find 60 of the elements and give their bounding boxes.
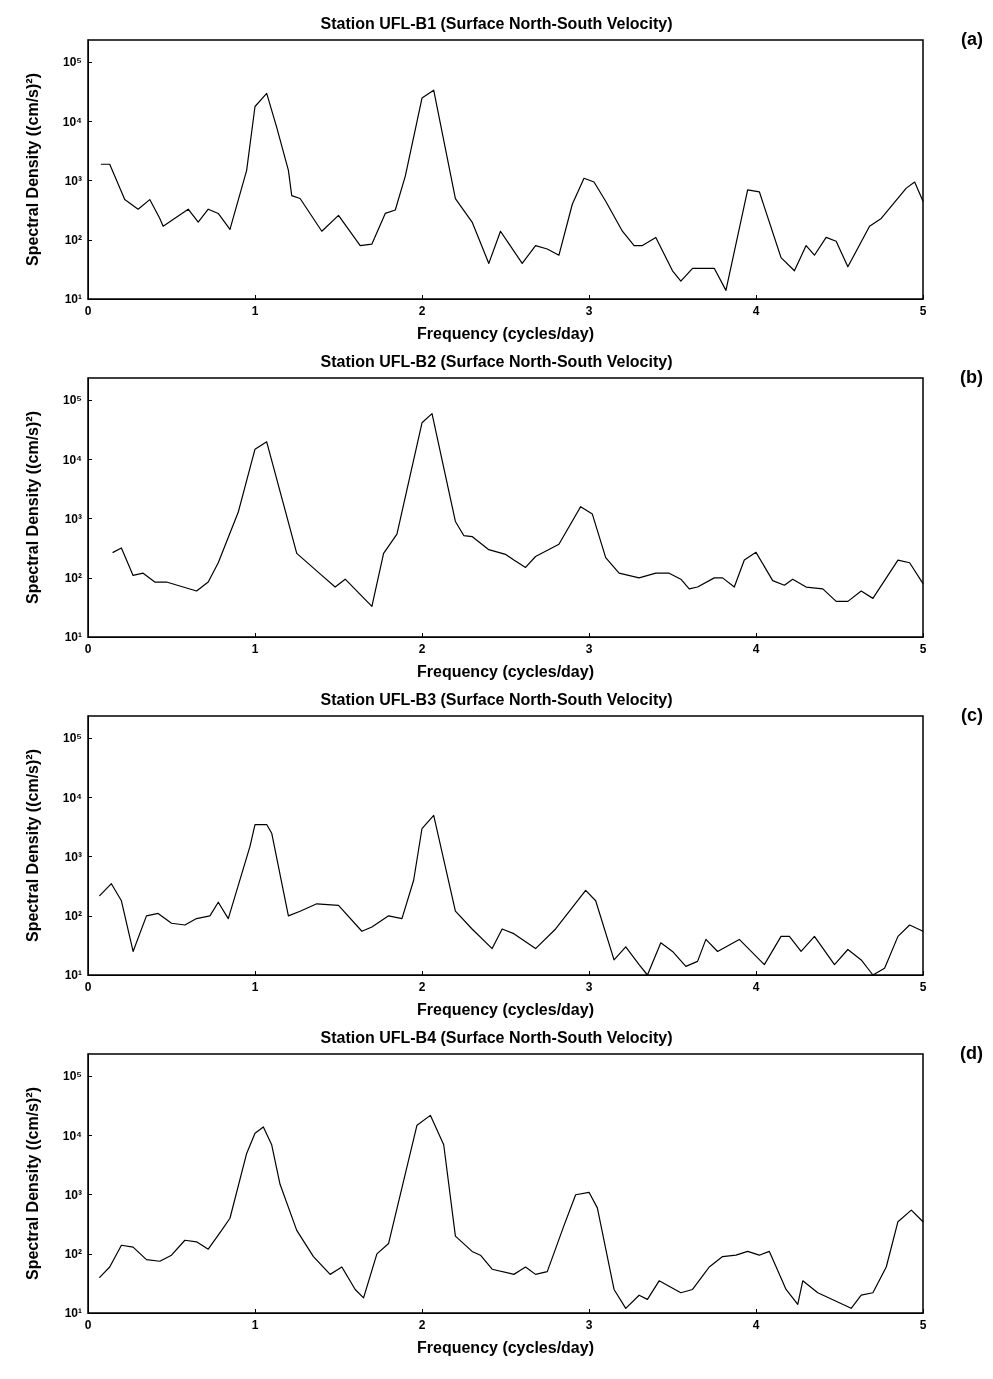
x-tick-label: 0 bbox=[84, 304, 92, 318]
x-tick-label: 2 bbox=[418, 1318, 426, 1332]
x-tick-label: 5 bbox=[919, 642, 927, 656]
x-axis-title: Frequency (cycles/day) bbox=[417, 1000, 594, 1018]
y-axis-title: Spectral Density ((cm/s)²) bbox=[23, 1087, 41, 1280]
y-tick-label: 10³ bbox=[64, 173, 82, 188]
text: (d) bbox=[960, 1043, 984, 1063]
y-tick-label: 10⁴ bbox=[62, 790, 83, 805]
chart-title: Station UFL-B4 (Surface North-South Velocity) bbox=[320, 1028, 673, 1046]
x-tick-label: 1 bbox=[251, 304, 259, 318]
y-tick-label: 10¹ bbox=[64, 630, 82, 644]
text: (c) bbox=[961, 705, 984, 725]
x-tick-label: 3 bbox=[585, 980, 593, 994]
y-tick-label: 10⁵ bbox=[63, 55, 82, 70]
chart-title: Station UFL-B2 (Surface North-South Velocity) bbox=[320, 352, 673, 370]
y-tick-label: 10³ bbox=[64, 1187, 82, 1202]
x-tick-label: 0 bbox=[84, 642, 92, 656]
text: (a) bbox=[961, 29, 984, 49]
y-tick-label: 10¹ bbox=[64, 1306, 82, 1320]
x-tick-label: 0 bbox=[84, 1318, 92, 1332]
x-tick-label: 5 bbox=[919, 304, 927, 318]
x-tick-label: 1 bbox=[251, 1318, 259, 1332]
x-tick-label: 1 bbox=[251, 642, 259, 656]
x-tick-label: 5 bbox=[919, 1318, 927, 1332]
y-tick-label: 10¹ bbox=[64, 292, 82, 306]
x-axis-title: Frequency (cycles/day) bbox=[417, 662, 594, 680]
x-tick-label: 2 bbox=[418, 642, 426, 656]
x-tick-label: 3 bbox=[585, 642, 593, 656]
y-axis-title: Spectral Density ((cm/s)²) bbox=[23, 411, 41, 604]
x-tick-label: 2 bbox=[418, 304, 426, 318]
text: (b) bbox=[960, 367, 984, 387]
y-tick-label: 10³ bbox=[64, 511, 82, 526]
y-tick-label: 10⁵ bbox=[63, 1069, 82, 1084]
y-tick-label: 10² bbox=[64, 908, 82, 923]
chart-title: Station UFL-B3 (Surface North-South Velocity) bbox=[320, 690, 673, 708]
x-tick-label: 4 bbox=[752, 980, 760, 994]
y-tick-label: 10⁴ bbox=[62, 452, 83, 467]
y-tick-label: 10² bbox=[64, 1246, 82, 1261]
x-tick-label: 1 bbox=[251, 980, 259, 994]
x-tick-label: 0 bbox=[84, 980, 92, 994]
chart-title: Station UFL-B1 (Surface North-South Velocity) bbox=[320, 14, 673, 32]
y-tick-label: 10⁴ bbox=[62, 114, 83, 129]
y-tick-label: 10⁵ bbox=[63, 731, 82, 746]
x-axis-title: Frequency (cycles/day) bbox=[417, 1338, 594, 1356]
x-tick-label: 3 bbox=[585, 1318, 593, 1332]
x-tick-label: 5 bbox=[919, 980, 927, 994]
x-tick-label: 4 bbox=[752, 642, 760, 656]
y-tick-label: 10² bbox=[64, 232, 82, 247]
x-tick-label: 4 bbox=[752, 1318, 760, 1332]
x-tick-label: 4 bbox=[752, 304, 760, 318]
y-axis-title: Spectral Density ((cm/s)²) bbox=[23, 73, 41, 266]
x-tick-label: 2 bbox=[418, 980, 426, 994]
y-tick-label: 10² bbox=[64, 570, 82, 585]
x-tick-label: 3 bbox=[585, 304, 593, 318]
y-tick-label: 10³ bbox=[64, 849, 82, 864]
y-tick-label: 10⁴ bbox=[62, 1128, 83, 1143]
y-tick-label: 10⁵ bbox=[63, 393, 82, 408]
x-axis-title: Frequency (cycles/day) bbox=[417, 324, 594, 342]
y-tick-label: 10¹ bbox=[64, 968, 82, 982]
y-axis-title: Spectral Density ((cm/s)²) bbox=[23, 749, 41, 942]
